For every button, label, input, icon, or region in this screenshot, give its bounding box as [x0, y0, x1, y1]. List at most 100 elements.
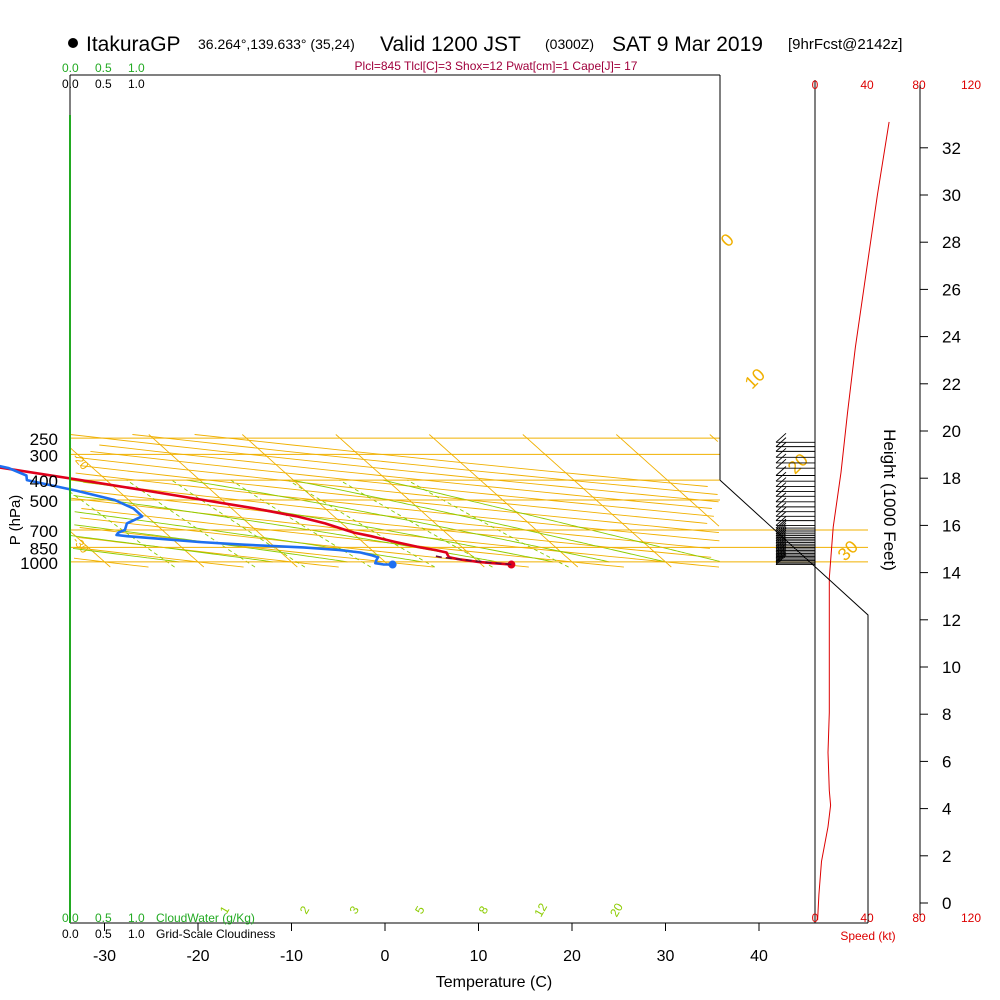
height-tick-label: 0 — [942, 894, 951, 913]
dry-adiabat-line — [70, 434, 719, 503]
cloud-bottom-tick-label: 1.0 — [128, 911, 145, 925]
valid-utc: (0300Z) — [545, 36, 594, 52]
speed-bottom-tick-label: 120 — [961, 911, 981, 925]
x-tick-label: 30 — [657, 948, 675, 965]
height-tick-label: 24 — [942, 328, 961, 347]
speed-top-tick-label: 40 — [860, 78, 874, 92]
moist-adiabat-line — [70, 535, 273, 563]
wind-barb-flag — [775, 447, 787, 458]
cloudiness-top-tick-label: 1.0 — [128, 77, 145, 91]
dry-adiabat-line — [83, 481, 710, 549]
pressure-tick-label: 500 — [30, 492, 58, 511]
wind-barb-flag — [775, 432, 787, 443]
isobar-grid — [70, 437, 868, 563]
mixing-ratio-label: 3 — [346, 903, 362, 916]
mixing-ratio-line — [171, 479, 306, 568]
x-tick-label: -10 — [280, 948, 303, 965]
valid-date: SAT 9 Mar 2019 — [612, 33, 763, 56]
dry-adiabat-line — [90, 450, 714, 517]
pressure-tick-label: 700 — [30, 522, 58, 541]
valid-time: Valid 1200 JST — [380, 33, 521, 56]
pressure-tick-label: 1000 — [20, 554, 58, 573]
station-coords: 36.264°,139.633° (35,24) — [198, 36, 355, 52]
x-tick-label: 20 — [563, 948, 581, 965]
wind-barb-flag — [775, 453, 787, 464]
height-tick-label: 18 — [942, 469, 961, 488]
height-tick-label: 30 — [942, 186, 961, 205]
dry-adiabat-line — [74, 546, 244, 568]
height-tick-label: 28 — [942, 233, 961, 252]
mixing-ratio-label: 20 — [607, 900, 626, 919]
cloudiness-bottom-tick-label: 0.0 — [62, 927, 79, 941]
speed-top-tick-label: 80 — [912, 78, 926, 92]
moist-adiabat-line — [72, 547, 180, 563]
isotherm-label: -20 — [70, 450, 92, 473]
cloud-top-tick-label: 1.0 — [128, 61, 145, 75]
height-tick-label: 26 — [942, 280, 961, 299]
dry-adiabat-line — [75, 456, 708, 524]
moist-adiabat-line — [291, 479, 666, 563]
height-tick-label: 10 — [942, 658, 961, 677]
cloud-top-tick-label: 0.5 — [95, 61, 112, 75]
cloud-bottom-tick-label: 0.0 — [62, 911, 79, 925]
height-tick-label: 6 — [942, 752, 951, 771]
mixing-ratio-line — [339, 479, 493, 568]
cloud-bottom-tick-label: 0.5 — [95, 911, 112, 925]
height-tick-label: 8 — [942, 705, 951, 724]
height-axis-title: Height (1000 Feet) — [880, 429, 899, 571]
dewpoint-line — [0, 464, 393, 566]
wind-barb-flag — [775, 471, 787, 482]
dry-adiabat-label: 10 — [741, 365, 769, 393]
cloudiness-label: Grid-Scale Cloudiness — [156, 927, 275, 941]
isotherm-line — [148, 434, 298, 568]
isotherm-line — [70, 447, 205, 568]
x-tick-label: 40 — [750, 948, 768, 965]
dry-adiabat-label: 20 — [784, 450, 812, 478]
x-tick-label: -30 — [93, 948, 116, 965]
wind-barb-flag — [775, 458, 787, 469]
speed-top-tick-label: 0 — [812, 78, 819, 92]
moist-adiabat-line — [74, 524, 348, 563]
mixing-ratio-label: 5 — [412, 903, 428, 916]
x-tick-label: 0 — [381, 948, 390, 965]
x-tick-label: -20 — [186, 948, 209, 965]
moist-adiabat-line — [74, 511, 423, 563]
pressure-tick-label: 250 — [30, 430, 58, 449]
dry-adiabat-line — [73, 557, 149, 568]
height-tick-label: 16 — [942, 516, 961, 535]
wind-speed-line — [817, 121, 890, 921]
surface-dewpoint-dot — [388, 560, 397, 569]
moist-adiabat-line — [73, 494, 498, 563]
speed-bottom-tick-label: 80 — [912, 911, 926, 925]
parcel-path-line — [431, 554, 512, 566]
station-name: ItakuraGP — [86, 33, 181, 56]
stability-indices: Plcl=845 Tlcl[C]=3 Shox=12 Pwat[cm]=1 Ca… — [355, 59, 638, 73]
cloudiness-top-tick-label: 0.5 — [95, 77, 112, 91]
mixing-ratio-line — [407, 479, 569, 568]
dry-adiabat-line — [132, 434, 718, 495]
mixing-ratio-label: 2 — [297, 903, 313, 916]
forecast-info: [9hrFcst@2142z] — [788, 36, 902, 53]
wind-barb-flag — [775, 497, 787, 508]
isotherm-line — [429, 434, 579, 568]
cloudiness-bottom-tick-label: 1.0 — [128, 927, 145, 941]
y-axis-title: P (hPa) — [7, 495, 24, 546]
cloudiness-top-tick-label: 0.0 — [62, 77, 79, 91]
x-tick-label: 10 — [470, 948, 488, 965]
height-tick-label: 20 — [942, 422, 961, 441]
dry-adiabat-line — [75, 472, 720, 542]
height-tick-label: 32 — [942, 139, 961, 158]
wind-barb-flag — [775, 477, 787, 487]
height-tick-label: 4 — [942, 800, 951, 819]
speed-bottom-tick-label: 0 — [812, 911, 819, 925]
height-tick-label: 22 — [942, 375, 961, 394]
height-tick-label: 2 — [942, 847, 951, 866]
dry-adiabat-line — [79, 465, 719, 534]
dry-adiabat-line — [71, 497, 720, 568]
mixing-ratio-grid: 1 2 3 5 8 12 20 — [70, 479, 720, 919]
temperature-line — [0, 466, 512, 566]
wind-barb-flag — [775, 482, 787, 492]
cloudwater-label: CloudWater (g/Kg) — [156, 911, 255, 925]
